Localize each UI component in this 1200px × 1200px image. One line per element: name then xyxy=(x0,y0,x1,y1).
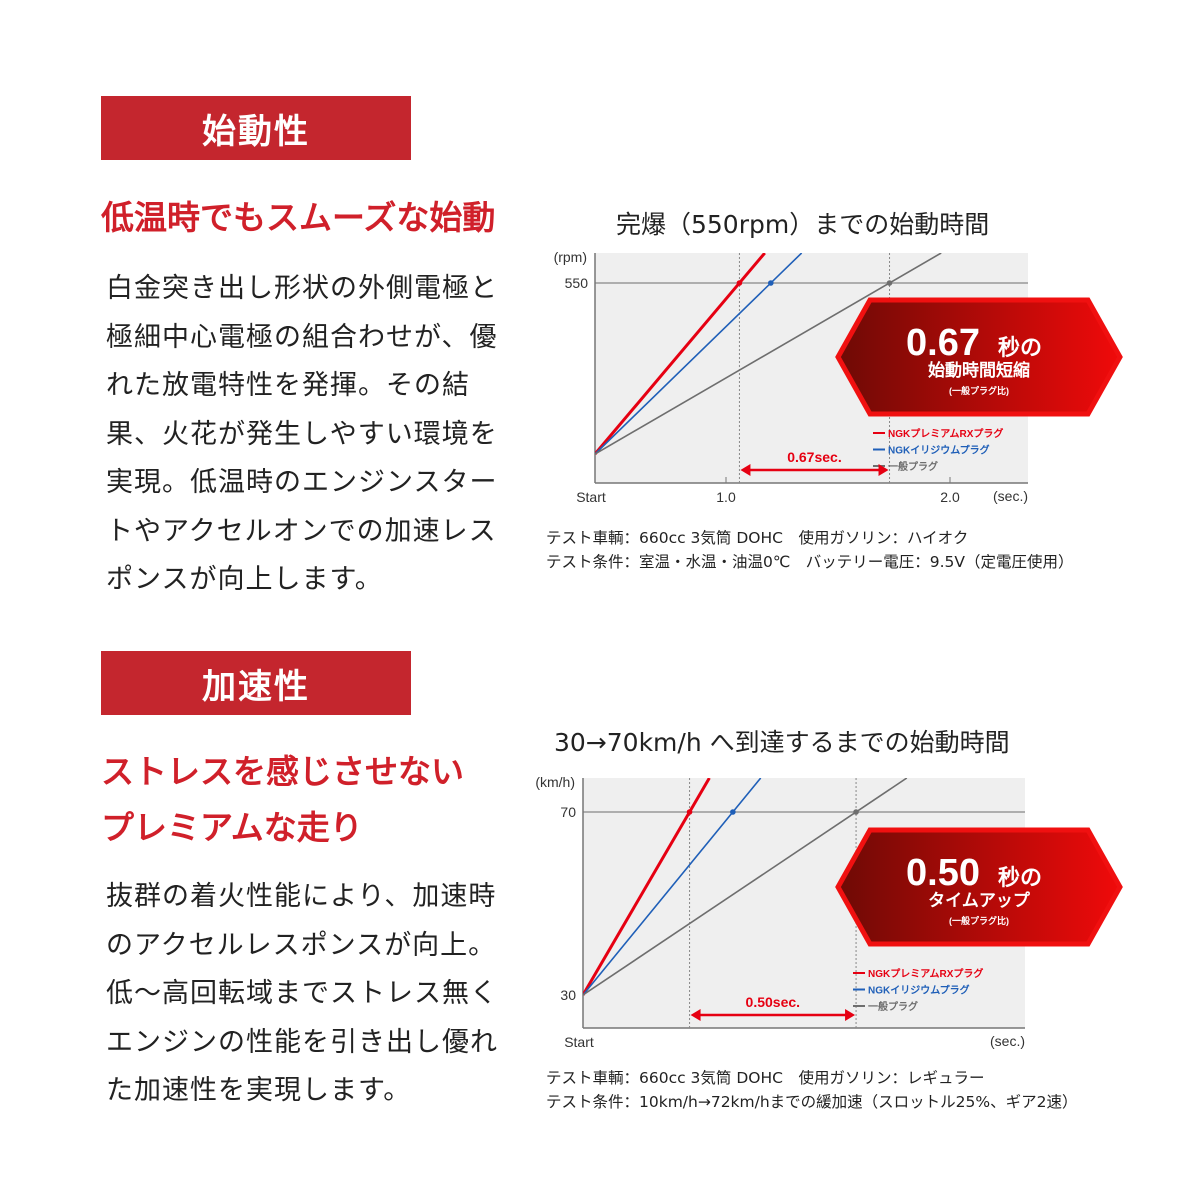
section-banner-startup: 始動性 xyxy=(101,96,411,160)
badge-note: (一般プラグ比) xyxy=(949,915,1009,926)
section-banner-acceleration: 加速性 xyxy=(101,651,411,715)
difference-label: 0.50sec. xyxy=(746,994,801,1010)
difference-label: 0.67sec. xyxy=(787,449,842,465)
y-axis-label: (rpm) xyxy=(554,249,587,265)
result-badge xyxy=(835,297,1123,417)
series-line xyxy=(595,253,803,455)
legend-label: NGKプレミアムRXプラグ xyxy=(868,967,983,980)
section-subtitle-line1: ストレスを感じさせない xyxy=(101,752,464,791)
y-tick-label: 30 xyxy=(560,987,576,1003)
series-line xyxy=(595,253,942,455)
y-tick-label: 550 xyxy=(565,275,589,291)
x-tick-label: 1.0 xyxy=(716,489,736,505)
y-tick-label: 70 xyxy=(560,804,576,820)
badge-note: (一般プラグ比) xyxy=(949,385,1009,396)
legend-label: 一般プラグ xyxy=(868,1000,918,1013)
series-marker xyxy=(886,280,893,286)
x-axis-label: (sec.) xyxy=(993,488,1028,504)
test-note: テスト条件：室温・水温・油温0℃ バッテリー電圧：9.5V（定電圧使用） xyxy=(546,553,1074,571)
section-subtitle-line2: プレミアムな走り xyxy=(101,808,363,847)
legend-label: 一般プラグ xyxy=(888,460,938,473)
badge-value: 0.50 xyxy=(906,852,980,894)
x-start-label: Start xyxy=(564,1034,594,1050)
section-body: 白金突き出し形状の外側電極と極細中心電極の組合わせが、優れた放電特性を発揮。その… xyxy=(106,273,498,595)
test-note: テスト車輌：660cc 3気筒 DOHC 使用ガソリン：レギュラー xyxy=(546,1069,985,1087)
x-axis-label: (sec.) xyxy=(990,1033,1025,1049)
result-badge xyxy=(835,827,1123,947)
badge-unit: 秒の xyxy=(998,865,1042,890)
legend-label: NGKイリジウムプラグ xyxy=(868,984,970,997)
series-marker xyxy=(686,809,693,815)
series-line xyxy=(583,778,908,996)
test-note: テスト条件：10km/h→72km/hまでの緩加速（スロットル25%、ギア2速） xyxy=(546,1093,1078,1111)
series-line xyxy=(583,778,762,996)
series-marker xyxy=(736,280,743,286)
badge-value: 0.67 xyxy=(906,322,980,364)
badge-unit: 秒の xyxy=(998,335,1042,360)
legend-label: NGKプレミアムRXプラグ xyxy=(888,427,1003,440)
series-line xyxy=(595,253,766,455)
x-start-label: Start xyxy=(576,489,606,505)
series-marker xyxy=(853,809,859,815)
y-axis-label: (km/h) xyxy=(535,774,575,790)
series-marker xyxy=(768,280,774,286)
badge-caption: 始動時間短縮 xyxy=(928,360,1030,380)
section-body: 抜群の着火性能により、加速時のアクセルレスポンスが向上。低〜高回転域までストレス… xyxy=(106,881,498,1106)
x-tick-label: 2.0 xyxy=(940,489,960,505)
chart-title: 30→70km/h へ到達するまでの始動時間 xyxy=(554,728,1010,757)
chart-title: 完爆（550rpm）までの始動時間 xyxy=(616,210,990,239)
test-note: テスト車輌：660cc 3気筒 DOHC 使用ガソリン：ハイオク xyxy=(546,529,969,547)
legend-label: NGKイリジウムプラグ xyxy=(888,444,990,457)
series-marker xyxy=(730,809,736,815)
section-subtitle: 低温時でもスムーズな始動 xyxy=(101,198,496,237)
badge-caption: タイムアップ xyxy=(928,890,1031,910)
